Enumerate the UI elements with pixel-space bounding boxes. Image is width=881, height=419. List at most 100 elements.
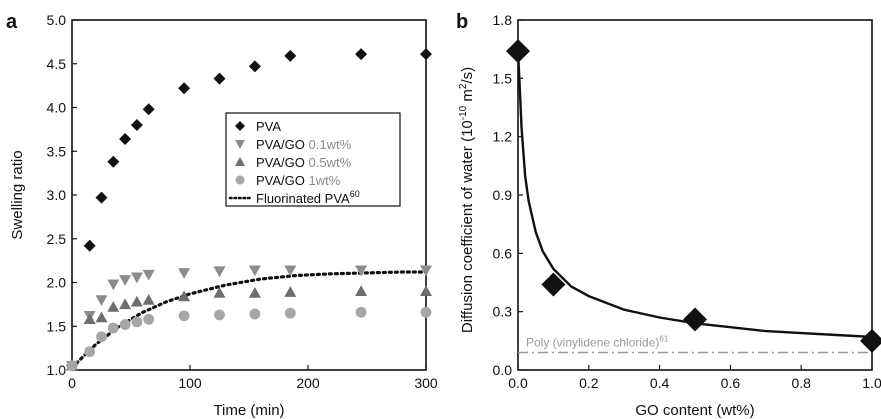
- data-point: [96, 331, 107, 343]
- data-point: [83, 313, 96, 325]
- data-point: [248, 265, 261, 277]
- data-point: [213, 287, 226, 298]
- data-point: [355, 306, 367, 318]
- legend-suffix: 1wt%: [305, 173, 341, 188]
- y-tick-label: 4.5: [47, 56, 67, 72]
- data-point: [119, 275, 132, 286]
- data-point: [119, 133, 132, 145]
- legend-name: PVA/GO: [256, 173, 305, 188]
- y-tick-label: 4.0: [47, 100, 67, 116]
- data-point: [506, 39, 530, 64]
- y-tick-label: 0.6: [493, 245, 513, 261]
- pvdc-label-text: Poly (vinylidene chloride): [526, 336, 659, 350]
- legend-label: PVA: [256, 119, 281, 134]
- pvdc-label-superscript: 61: [659, 335, 668, 344]
- data-point: [66, 360, 78, 372]
- data-point: [130, 272, 143, 284]
- y-tick-label: 1.2: [493, 129, 513, 145]
- y-tick-label: 1.0: [47, 362, 67, 378]
- x-tick-label: 300: [414, 375, 438, 391]
- legend-label: PVA/GO 0.1wt%: [256, 137, 352, 152]
- legend-label: Fluorinated PVA60: [256, 189, 360, 206]
- data-point: [178, 268, 191, 279]
- y-tick-label: 0.9: [493, 187, 513, 203]
- panel-a-series: [66, 48, 432, 372]
- legend-suffix: 0.5wt%: [305, 155, 352, 170]
- legend-label: PVA/GO 1wt%: [256, 173, 341, 188]
- legend-box: [225, 112, 401, 207]
- data-point: [119, 298, 132, 310]
- data-point: [420, 48, 432, 61]
- data-point: [83, 239, 96, 252]
- y-tick-label: 5.0: [47, 12, 67, 28]
- panel-b-y-axis-label: Diffusion coefficient of water (10-10 m2…: [458, 67, 476, 333]
- data-point: [248, 287, 261, 298]
- data-point: [355, 285, 368, 297]
- data-point: [107, 279, 120, 291]
- data-point: [84, 346, 96, 358]
- panel-a-label: a: [6, 11, 18, 33]
- legend-marker: [235, 140, 245, 149]
- legend-superscript: 60: [350, 189, 360, 199]
- data-point: [860, 328, 881, 353]
- y-tick-label: 2.0: [47, 275, 67, 291]
- y-tick-label: 0.3: [493, 304, 513, 320]
- x-tick-label: 0.6: [721, 375, 741, 391]
- x-tick-label: 0.2: [579, 375, 599, 391]
- data-point: [95, 191, 108, 204]
- fluorinated-pva-line: [70, 270, 428, 369]
- data-point: [107, 301, 120, 312]
- data-point: [107, 155, 120, 168]
- y-tick-label: 1.5: [493, 70, 513, 86]
- legend-marker: [235, 121, 245, 131]
- x-tick-label: 0.0: [508, 375, 528, 391]
- panel-b-x-axis-label: GO content (wt%): [635, 402, 754, 419]
- panel-a-x-axis: 0 100 200 300: [68, 365, 438, 391]
- legend-marker: [235, 157, 245, 166]
- x-tick-label: 0.4: [650, 375, 670, 391]
- y-tick-label: 0.0: [493, 362, 513, 378]
- data-point: [284, 307, 296, 319]
- data-point: [355, 48, 368, 61]
- fit-curve: [516, 51, 873, 339]
- data-point: [178, 82, 191, 95]
- panel-a-y-axis-label: Swelling ratio: [9, 150, 26, 239]
- legend-suffix: 0.1wt%: [305, 137, 352, 152]
- data-point: [420, 265, 432, 277]
- legend-name: PVA/GO: [256, 155, 305, 170]
- data-point: [355, 265, 368, 277]
- legend-name: Fluorinated PVA: [256, 191, 350, 206]
- data-point: [683, 307, 707, 332]
- y-tick-label: 3.5: [47, 143, 67, 159]
- data-point: [143, 313, 155, 325]
- pvdc-reference-label: Poly (vinylidene chloride)61: [526, 335, 669, 350]
- x-tick-label: 0.8: [791, 375, 811, 391]
- data-point: [284, 49, 297, 62]
- panel-a-y-axis: 1.0 1.5 2.0 2.5 3.0 3.5 4.0 4.5 5.0: [47, 12, 77, 378]
- data-point: [248, 60, 261, 73]
- data-point: [214, 309, 225, 321]
- data-point: [213, 266, 226, 278]
- x-tick-label: 200: [296, 375, 320, 391]
- panel-b-reference: Poly (vinylidene chloride)61: [518, 335, 872, 354]
- x-tick-label: 0: [68, 375, 76, 391]
- x-tick-label: 100: [178, 375, 202, 391]
- panel-b-x-axis: 0.0 0.2 0.4 0.6 0.8 1.0: [508, 365, 881, 391]
- data-point: [420, 306, 432, 318]
- legend-name: PVA: [256, 119, 281, 134]
- data-point: [249, 308, 261, 320]
- y-tick-label: 1.8: [493, 12, 513, 28]
- panel-a-x-axis-label: Time (min): [213, 402, 284, 419]
- panel-b-series: [506, 39, 881, 353]
- y-tick-label: 3.0: [47, 187, 67, 203]
- x-tick-label: 1.0: [862, 375, 881, 391]
- data-point: [131, 316, 143, 328]
- panel-b: b 0.0 0.3 0.6 0.9 1.2 1.5 1.8 0.0 0.2 0.4 0.6 0.8 1…: [456, 11, 881, 419]
- data-point: [178, 290, 191, 302]
- data-point: [119, 319, 131, 330]
- data-point: [142, 294, 155, 305]
- data-point: [541, 272, 566, 297]
- panel-a: a 1.0 1.5 2.0 2.5 3.0 3.5 4.0 4.5 5.0 0 100 200 300…: [6, 11, 438, 419]
- y-tick-label: 2.5: [47, 231, 67, 247]
- data-point: [130, 295, 143, 307]
